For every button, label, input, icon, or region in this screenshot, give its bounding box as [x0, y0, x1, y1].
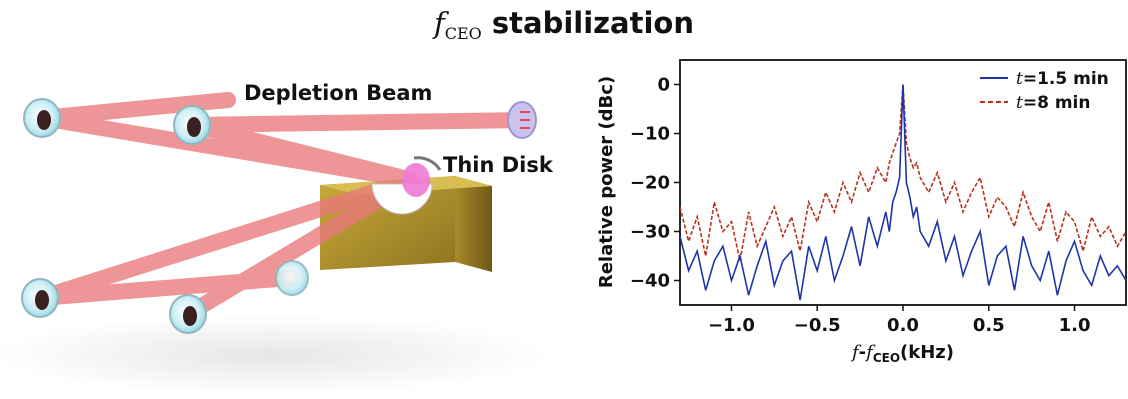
legend-label-2: t=8 min	[1016, 93, 1090, 113]
x-tick-label: 0.0	[887, 315, 919, 336]
legend-label-1-var: t	[1016, 69, 1023, 89]
legend-label-1: t=1.5 min	[1016, 69, 1109, 89]
mirror-bottom-right	[275, 260, 309, 296]
title-text: stabilization	[491, 6, 694, 40]
title-subscript: CEO	[444, 24, 482, 43]
output-optic	[507, 101, 537, 139]
laser-beams	[32, 92, 530, 322]
y-tick-label: −30	[630, 222, 670, 243]
figure-title: fCEO stabilization	[0, 6, 1128, 43]
x-tick-label: −0.5	[794, 315, 841, 336]
y-axis-label: Relative power (dBc)	[596, 76, 617, 288]
mirror-top-middle	[173, 105, 211, 145]
x-tick-label: 1.0	[1059, 315, 1091, 336]
thin-disk	[371, 156, 442, 215]
optical-setup-diagram: Depletion Beam Thin Disk	[0, 81, 554, 395]
mirror-bottom-middle	[169, 294, 207, 334]
mirror-top-left	[23, 98, 61, 138]
x-tick-label: 0.5	[973, 315, 1005, 336]
x-axis-label-unit: (kHz)	[900, 342, 954, 363]
title-symbol: f	[434, 6, 445, 40]
y-tick-label: −40	[630, 271, 670, 292]
y-tick-label: 0	[657, 75, 670, 96]
spectrum-chart: −1.0 −0.5 0.0 0.5 1.0 0 −10 −20 −30 −40 Relative …	[596, 59, 1127, 365]
x-axis-label-sub: CEO	[873, 351, 900, 365]
legend-label-2-var: t	[1016, 93, 1023, 113]
x-axis-label: f-fCEO(kHz)	[850, 342, 954, 365]
series-line-1	[680, 84, 1126, 301]
thin-disk-label: Thin Disk	[443, 153, 554, 177]
depletion-beam-label: Depletion Beam	[244, 81, 432, 105]
x-tick-label: −1.0	[708, 315, 755, 336]
x-axis-label-sep: -	[859, 342, 866, 363]
legend: t=1.5 min t=8 min	[980, 69, 1109, 113]
y-tick-label: −10	[630, 124, 670, 145]
floor-reflection	[0, 315, 550, 395]
mirror-bottom-left	[21, 278, 59, 318]
y-tick-label: −20	[630, 173, 670, 194]
legend-label-2-rest: =8 min	[1023, 93, 1091, 113]
legend-label-1-rest: =1.5 min	[1023, 69, 1109, 89]
